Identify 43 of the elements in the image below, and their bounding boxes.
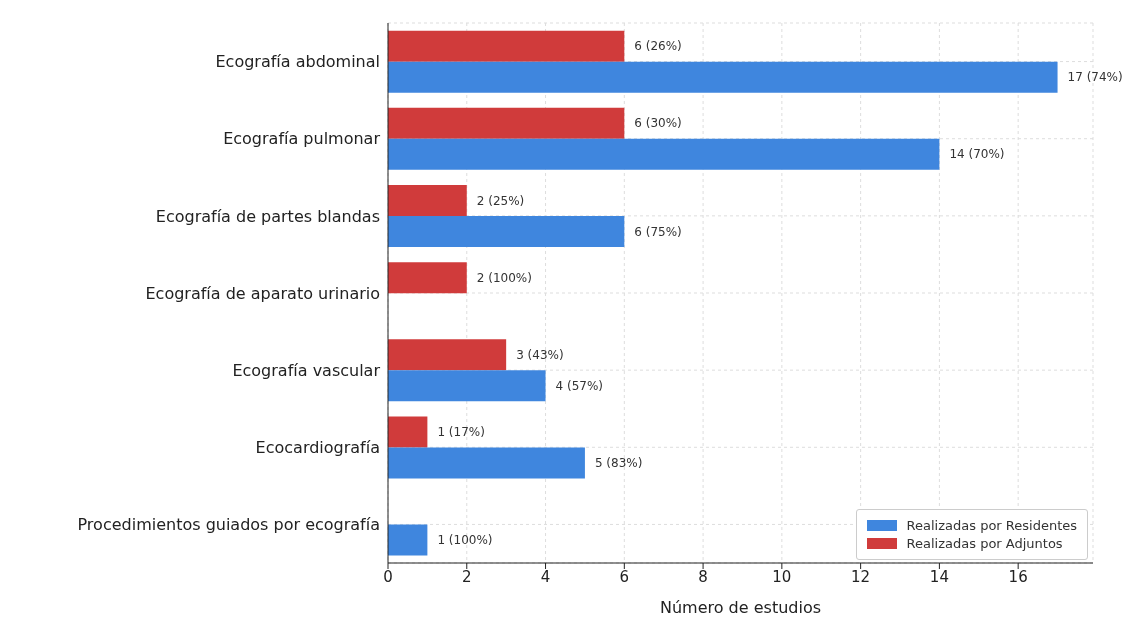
y-tick-label: Ecografía abdominal — [215, 52, 380, 72]
x-tick-label: 12 — [851, 567, 871, 586]
bar — [388, 370, 546, 402]
x-tick-label: 4 — [540, 567, 551, 586]
x-tick-label: 14 — [929, 567, 949, 586]
bar — [388, 185, 467, 216]
data-label: 5 (83%) — [594, 455, 643, 470]
data-label: 14 (70%) — [949, 147, 1005, 162]
y-tick-label: Ecografía vascular — [232, 360, 381, 380]
data-label: 1 (17%) — [437, 424, 485, 439]
data-label: 1 (100%) — [437, 533, 493, 548]
bar — [388, 216, 625, 247]
x-tick-label: 8 — [698, 567, 708, 586]
y-tick-label: Procedimientos guiados por ecografía — [77, 515, 380, 535]
x-tick-label: 10 — [772, 567, 792, 586]
data-label: 6 (26%) — [634, 39, 682, 54]
bar — [388, 107, 625, 139]
x-tick-label: 2 — [462, 567, 472, 586]
y-tick-label: Ecografía de aparato urinario — [145, 283, 380, 303]
y-tick-label: Ecografía pulmonar — [223, 129, 381, 149]
bar — [388, 524, 428, 556]
y-tick-label: Ecografía de partes blandas — [155, 206, 380, 226]
bar — [388, 138, 940, 170]
bar — [388, 262, 467, 294]
data-label: 3 (43%) — [516, 347, 564, 362]
data-label: 2 (100%) — [476, 270, 532, 285]
legend-label: Realizadas por Residentes — [906, 518, 1077, 533]
x-tick-label: 16 — [1008, 567, 1028, 586]
x-tick-label: 6 — [619, 567, 630, 586]
bar — [388, 30, 625, 62]
bar — [388, 447, 585, 479]
bar — [388, 339, 507, 371]
data-label: 6 (75%) — [634, 224, 682, 239]
data-label: 4 (57%) — [555, 378, 604, 393]
data-label: 2 (25%) — [476, 193, 525, 208]
x-tick-label: 0 — [383, 567, 393, 586]
bar — [388, 61, 1058, 93]
y-tick-label: Ecocardiografía — [255, 437, 380, 457]
x-axis-title: Número de estudios — [659, 598, 822, 617]
data-label: 6 (30%) — [634, 116, 682, 131]
data-label: 17 (74%) — [1067, 70, 1123, 85]
legend-label: Realizadas por Adjuntos — [906, 536, 1063, 551]
bar — [388, 416, 428, 448]
